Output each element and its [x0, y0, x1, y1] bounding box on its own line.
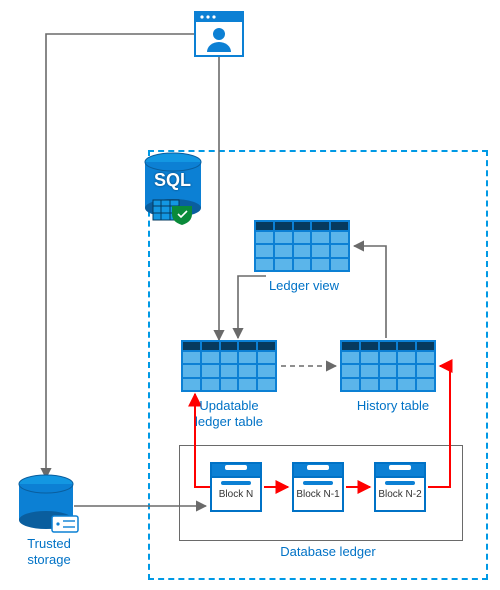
- updatable-table-label: Updatable ledger table: [174, 398, 284, 431]
- diagram-canvas: { "canvas": { "width": 500, "height": 59…: [0, 0, 500, 590]
- sql-label: SQL: [154, 170, 191, 191]
- block-n1-label: Block N-1: [294, 489, 342, 500]
- ledger-view-icon: [254, 220, 350, 272]
- updatable-table-icon: [181, 340, 277, 392]
- block-n1: Block N-1: [292, 462, 344, 512]
- user-icon: [195, 12, 243, 56]
- block-n-label: Block N: [212, 489, 260, 500]
- trusted-storage-icon: [19, 475, 78, 532]
- history-table-icon: [340, 340, 436, 392]
- block-n: Block N: [210, 462, 262, 512]
- trusted-storage-label: Trusted storage: [4, 536, 94, 569]
- history-table-label: History table: [338, 398, 448, 414]
- block-n2-label: Block N-2: [376, 489, 424, 500]
- database-ledger-label: Database ledger: [258, 544, 398, 560]
- block-n2: Block N-2: [374, 462, 426, 512]
- ledger-view-label: Ledger view: [249, 278, 359, 294]
